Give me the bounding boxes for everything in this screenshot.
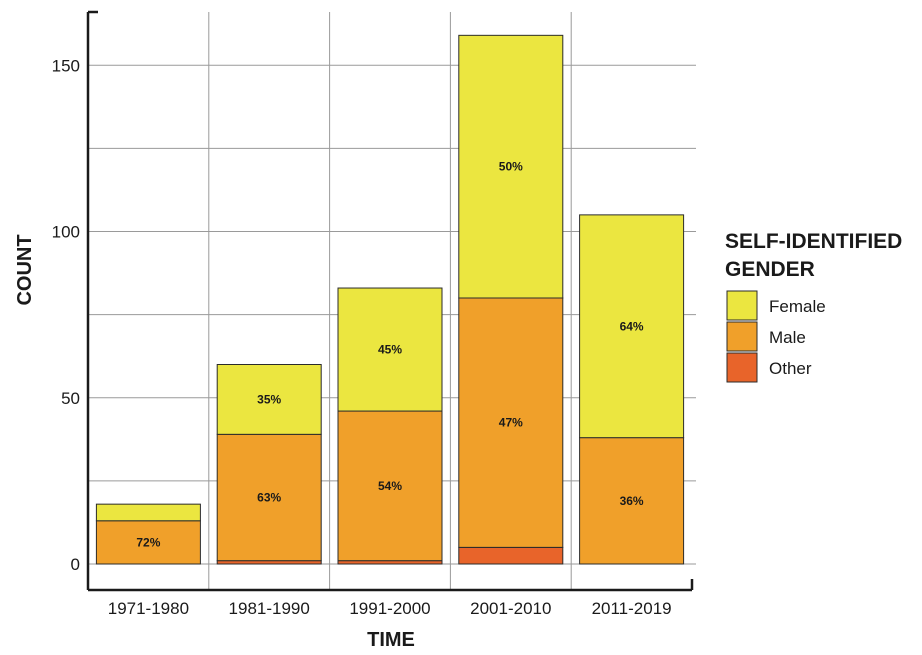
segment-label: 36%: [620, 494, 644, 508]
segment-label: 63%: [257, 491, 281, 505]
bar-segment-female-1991-2000: [337, 287, 443, 412]
legend-title: SELF-IDENTIFIED GENDER: [725, 230, 902, 281]
bar-segment-male-2001-2010: [458, 297, 564, 548]
segment-label: 45%: [378, 343, 402, 357]
bars: 72% 35% 63% 45% 54% 50% 47% 64% 36%: [95, 34, 685, 565]
bar-segment-female-2011-2019: [579, 214, 685, 439]
x-axis-title: TIME: [367, 629, 415, 651]
x-tick-label: 2001-2010: [470, 599, 551, 618]
x-tick-label: 1981-1990: [229, 599, 310, 618]
y-tick-labels: 0 50 100 150: [52, 56, 80, 574]
bar-segment-other-2001-2010: [458, 546, 564, 565]
bar-segment-female-1971-1980: [95, 503, 201, 522]
segment-label: 54%: [378, 479, 402, 493]
bar-segment-female-1981-1990: [216, 364, 322, 435]
segment-label: 47%: [499, 416, 523, 430]
segment-label: 64%: [620, 319, 644, 333]
y-tick-label: 100: [52, 223, 80, 242]
bar-segment-male-2011-2019: [579, 437, 685, 565]
y-axis-title: COUNT: [14, 234, 36, 305]
legend-label-female: Female: [769, 297, 826, 316]
segment-label: 35%: [257, 392, 281, 406]
y-tick-label: 50: [61, 389, 80, 408]
axes: [86, 10, 694, 592]
x-tick-label: 2011-2019: [592, 599, 672, 618]
x-tick-label: 1991-2000: [349, 599, 430, 618]
legend-swatch-male: [726, 321, 758, 352]
bar-segment-male-1981-1990: [216, 433, 322, 562]
segment-label: 50%: [499, 160, 523, 174]
bar-segment-female-2001-2010: [458, 34, 564, 299]
legend-label-male: Male: [769, 328, 806, 347]
legend: SELF-IDENTIFIED GENDER Female Male Other: [725, 230, 902, 383]
x-tick-labels: 1971-1980 1981-1990 1991-2000 2001-2010 2011…: [108, 599, 672, 618]
segment-label: 72%: [136, 535, 160, 549]
y-tick-label: 0: [71, 555, 80, 574]
legend-swatch-female: [726, 290, 758, 321]
bar-segment-male-1991-2000: [337, 410, 443, 562]
x-tick-label: 1971-1980: [108, 599, 189, 618]
legend-swatch-other: [726, 352, 758, 383]
legend-label-other: Other: [769, 359, 812, 378]
y-tick-label: 150: [52, 56, 80, 75]
bar-segment-male-1971-1980: [95, 520, 201, 565]
